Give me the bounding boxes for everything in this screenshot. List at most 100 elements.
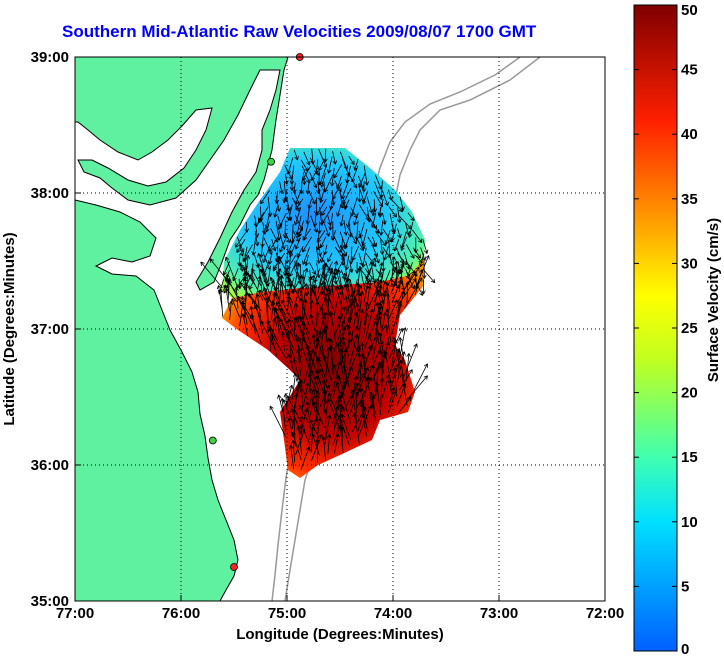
velocity-arrow: [239, 254, 241, 267]
velocity-arrow-head: [319, 306, 322, 311]
velocity-arrow: [351, 312, 357, 341]
velocity-arrow-head: [400, 302, 403, 307]
velocity-arrow-head: [296, 377, 301, 381]
velocity-arrow-head: [290, 445, 294, 449]
velocity-arrow-head: [318, 167, 323, 171]
velocity-arrow-head: [267, 319, 271, 323]
velocity-arrow-head: [359, 198, 362, 203]
velocity-arrow-head: [353, 382, 358, 386]
velocity-arrow-head: [320, 183, 322, 188]
velocity-arrow-head: [379, 302, 382, 307]
velocity-arrow: [319, 331, 325, 360]
velocity-arrow-head: [239, 253, 243, 257]
velocity-arrow: [338, 315, 341, 344]
velocity-arrow-head: [308, 446, 311, 451]
velocity-arrow: [267, 196, 271, 217]
velocity-arrow-head: [248, 293, 253, 296]
velocity-arrow: [397, 228, 401, 239]
velocity-arrow-head: [344, 245, 349, 250]
velocity-arrow: [292, 197, 301, 212]
velocity-arrow-head: [372, 320, 377, 324]
velocity-arrow: [280, 299, 297, 328]
velocity-arrow-head: [413, 249, 417, 254]
velocity-arrow-head: [337, 406, 340, 411]
velocity-arrow-head: [313, 185, 317, 189]
velocity-arrow-head: [265, 291, 269, 296]
velocity-arrow: [290, 445, 295, 470]
velocity-arrow: [332, 361, 341, 392]
velocity-arrow-head: [311, 433, 313, 438]
velocity-arrow-head: [224, 277, 226, 282]
velocity-arrow-head: [200, 261, 202, 266]
velocity-arrow-head: [335, 381, 338, 386]
velocity-arrow-head: [337, 213, 341, 217]
velocity-arrow: [350, 246, 353, 265]
colorbar-tick-label: 15: [681, 449, 698, 466]
velocity-arrow-head: [325, 311, 328, 316]
velocity-arrow: [220, 288, 224, 317]
velocity-arrow: [348, 220, 352, 238]
velocity-arrow-head: [405, 281, 409, 286]
velocity-arrow-head: [355, 311, 358, 316]
velocity-arrow-head: [307, 382, 310, 388]
velocity-arrow-head: [353, 290, 357, 294]
velocity-arrow: [348, 155, 355, 165]
velocity-arrow: [272, 260, 279, 272]
velocity-arrow: [404, 277, 423, 309]
velocity-arrow-head: [305, 190, 308, 195]
velocity-arrow: [330, 196, 334, 210]
velocity-arrow-head: [283, 245, 286, 250]
velocity-arrow: [384, 270, 391, 285]
velocity-arrow-head: [298, 315, 303, 319]
velocity-arrow-head: [248, 293, 250, 298]
velocity-arrow: [360, 400, 367, 437]
velocity-arrow-head: [394, 260, 397, 265]
velocity-arrow-head: [298, 385, 301, 390]
velocity-arrow: [324, 223, 330, 237]
velocity-arrow: [372, 341, 384, 366]
velocity-arrow-head: [306, 446, 310, 450]
velocity-arrow: [363, 302, 368, 326]
velocity-arrow-head: [297, 349, 301, 353]
velocity-arrow: [359, 365, 362, 390]
velocity-arrow: [317, 238, 321, 257]
velocity-arrow-head: [282, 198, 285, 204]
velocity-arrow-head: [223, 284, 226, 289]
velocity-arrow-head: [317, 358, 322, 362]
velocity-arrow-head: [379, 250, 383, 255]
velocity-arrow: [294, 268, 302, 285]
velocity-arrow-head: [379, 193, 382, 198]
velocity-arrow: [297, 425, 303, 456]
velocity-arrow-head: [317, 438, 320, 443]
colorbar: [633, 4, 678, 652]
velocity-arrow-head: [350, 293, 352, 298]
velocity-arrow-head: [282, 331, 286, 336]
velocity-arrow-head: [348, 298, 352, 302]
velocity-arrow-head: [352, 257, 356, 261]
velocity-arrow: [298, 315, 312, 344]
velocity-arrow-head: [351, 366, 353, 371]
velocity-arrow: [279, 181, 283, 194]
velocity-arrow-head: [369, 285, 372, 290]
velocity-arrow: [407, 375, 428, 400]
velocity-arrow-head: [325, 384, 330, 389]
velocity-arrow: [376, 382, 382, 416]
velocity-arrow-head: [384, 324, 386, 329]
velocity-arrow-head: [295, 334, 300, 339]
x-tick-label: 72:00: [586, 605, 624, 622]
velocity-arrow-head: [324, 158, 328, 163]
velocity-arrow-head: [428, 255, 430, 260]
velocity-arrow-head: [381, 305, 383, 311]
velocity-arrow: [362, 190, 368, 205]
velocity-arrow-head: [402, 327, 406, 331]
velocity-arrow-head: [339, 419, 341, 424]
velocity-arrow-head: [385, 292, 388, 297]
velocity-arrow-head: [357, 198, 361, 203]
velocity-arrow-head: [342, 204, 345, 209]
velocity-arrow-head: [254, 304, 257, 309]
velocity-arrow: [372, 365, 377, 389]
velocity-arrow-head: [312, 222, 316, 227]
velocity-arrow-head: [310, 369, 312, 374]
velocity-arrow-head: [375, 230, 380, 234]
velocity-arrow: [380, 180, 383, 198]
